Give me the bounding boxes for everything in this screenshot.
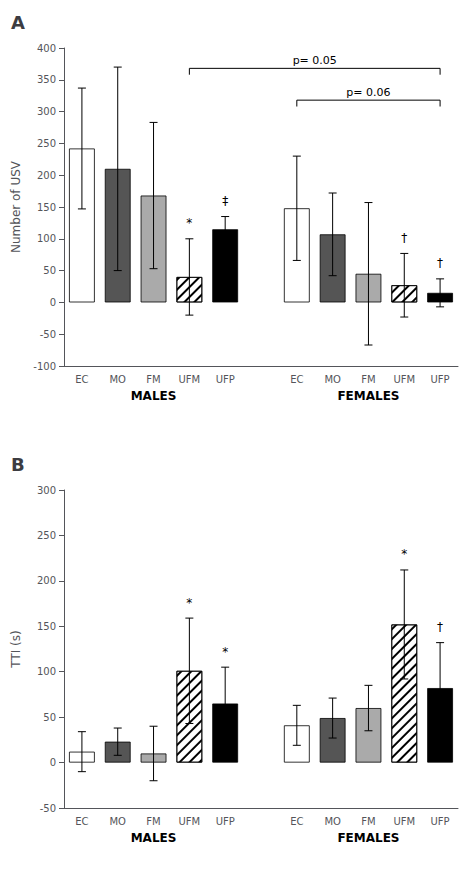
svg-text:MO: MO	[324, 374, 341, 385]
svg-text:MALES: MALES	[131, 389, 177, 403]
svg-text:*: *	[186, 596, 192, 610]
svg-text:50: 50	[43, 265, 56, 276]
svg-text:p= 0.06: p= 0.06	[346, 86, 390, 99]
svg-text:MO: MO	[109, 374, 126, 385]
svg-text:*: *	[186, 216, 192, 230]
svg-text:B: B	[11, 454, 25, 475]
svg-text:250: 250	[37, 530, 56, 541]
svg-text:200: 200	[37, 575, 56, 586]
svg-text:UFM: UFM	[179, 816, 201, 827]
svg-text:*: *	[222, 645, 228, 659]
svg-text:100: 100	[37, 233, 56, 244]
svg-text:100: 100	[37, 666, 56, 677]
svg-text:300: 300	[37, 485, 56, 496]
svg-text:A: A	[11, 12, 25, 33]
svg-text:400: 400	[37, 43, 56, 54]
svg-text:Number of USV: Number of USV	[9, 160, 23, 253]
svg-text:150: 150	[37, 202, 56, 213]
svg-text:UFP: UFP	[216, 816, 235, 827]
svg-text:EC: EC	[75, 816, 88, 827]
svg-text:0: 0	[50, 297, 56, 308]
svg-text:FM: FM	[146, 816, 160, 827]
svg-text:150: 150	[37, 621, 56, 632]
svg-text:p= 0.05: p= 0.05	[293, 54, 337, 67]
svg-text:FEMALES: FEMALES	[337, 831, 399, 845]
svg-text:0: 0	[50, 757, 56, 768]
svg-text:-50: -50	[40, 329, 56, 340]
svg-text:TTI (s): TTI (s)	[9, 630, 23, 668]
svg-text:†: †	[437, 256, 443, 270]
svg-text:250: 250	[37, 138, 56, 149]
svg-text:EC: EC	[75, 374, 88, 385]
svg-text:*: *	[401, 547, 407, 561]
svg-text:FM: FM	[146, 374, 160, 385]
svg-text:-100: -100	[33, 361, 56, 372]
svg-text:FEMALES: FEMALES	[337, 389, 399, 403]
svg-text:UFM: UFM	[393, 374, 415, 385]
svg-text:FM: FM	[361, 816, 375, 827]
svg-text:†: †	[437, 620, 443, 634]
svg-text:FM: FM	[361, 374, 375, 385]
svg-text:50: 50	[43, 712, 56, 723]
svg-text:MALES: MALES	[131, 831, 177, 845]
svg-text:MO: MO	[109, 816, 126, 827]
svg-text:†: †	[401, 231, 407, 245]
svg-text:350: 350	[37, 74, 56, 85]
svg-text:UFM: UFM	[179, 374, 201, 385]
svg-text:EC: EC	[290, 816, 303, 827]
svg-text:UFP: UFP	[216, 374, 235, 385]
svg-text:UFM: UFM	[393, 816, 415, 827]
svg-text:MO: MO	[324, 816, 341, 827]
svg-text:-50: -50	[40, 803, 56, 814]
svg-text:EC: EC	[290, 374, 303, 385]
svg-text:‡: ‡	[222, 194, 228, 208]
svg-text:300: 300	[37, 106, 56, 117]
svg-text:UFP: UFP	[431, 816, 450, 827]
svg-text:UFP: UFP	[431, 374, 450, 385]
svg-text:200: 200	[37, 170, 56, 181]
